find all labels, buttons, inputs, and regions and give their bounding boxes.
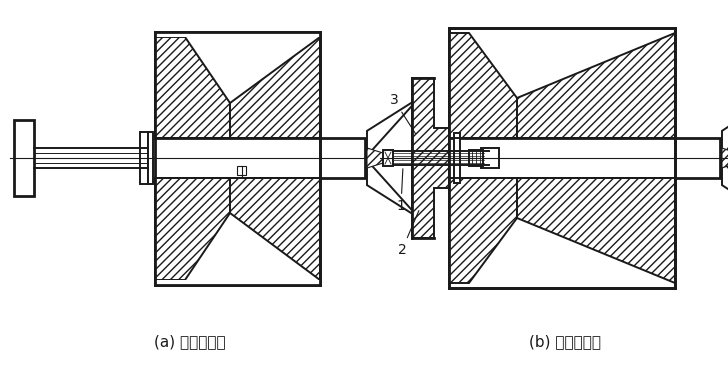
Polygon shape xyxy=(412,78,449,238)
Bar xyxy=(383,150,393,166)
Polygon shape xyxy=(722,148,728,168)
Polygon shape xyxy=(449,33,517,138)
Polygon shape xyxy=(230,37,320,138)
Bar xyxy=(449,28,675,138)
Text: (a) 止推軸承式: (a) 止推軸承式 xyxy=(154,334,226,349)
Text: 3: 3 xyxy=(389,93,416,134)
Bar xyxy=(454,133,460,183)
Text: 1: 1 xyxy=(397,169,405,213)
Text: (b) 止推螺釘式: (b) 止推螺釘式 xyxy=(529,334,601,349)
Bar xyxy=(155,178,320,285)
Polygon shape xyxy=(721,100,728,216)
Polygon shape xyxy=(517,178,675,283)
Bar xyxy=(148,132,153,184)
Polygon shape xyxy=(155,37,230,138)
Polygon shape xyxy=(517,33,675,138)
Bar xyxy=(449,178,675,288)
Polygon shape xyxy=(230,178,320,280)
Bar xyxy=(320,138,365,178)
Bar xyxy=(155,32,320,37)
Bar xyxy=(469,150,483,166)
Bar xyxy=(481,148,499,168)
Bar xyxy=(155,280,320,285)
Polygon shape xyxy=(367,148,383,168)
Bar xyxy=(155,32,320,138)
Bar xyxy=(675,138,720,178)
Bar xyxy=(237,166,246,175)
Polygon shape xyxy=(155,178,230,280)
Bar xyxy=(14,120,34,196)
Bar xyxy=(140,132,148,184)
Polygon shape xyxy=(449,178,517,283)
Text: 2: 2 xyxy=(397,211,419,257)
Polygon shape xyxy=(366,98,419,218)
